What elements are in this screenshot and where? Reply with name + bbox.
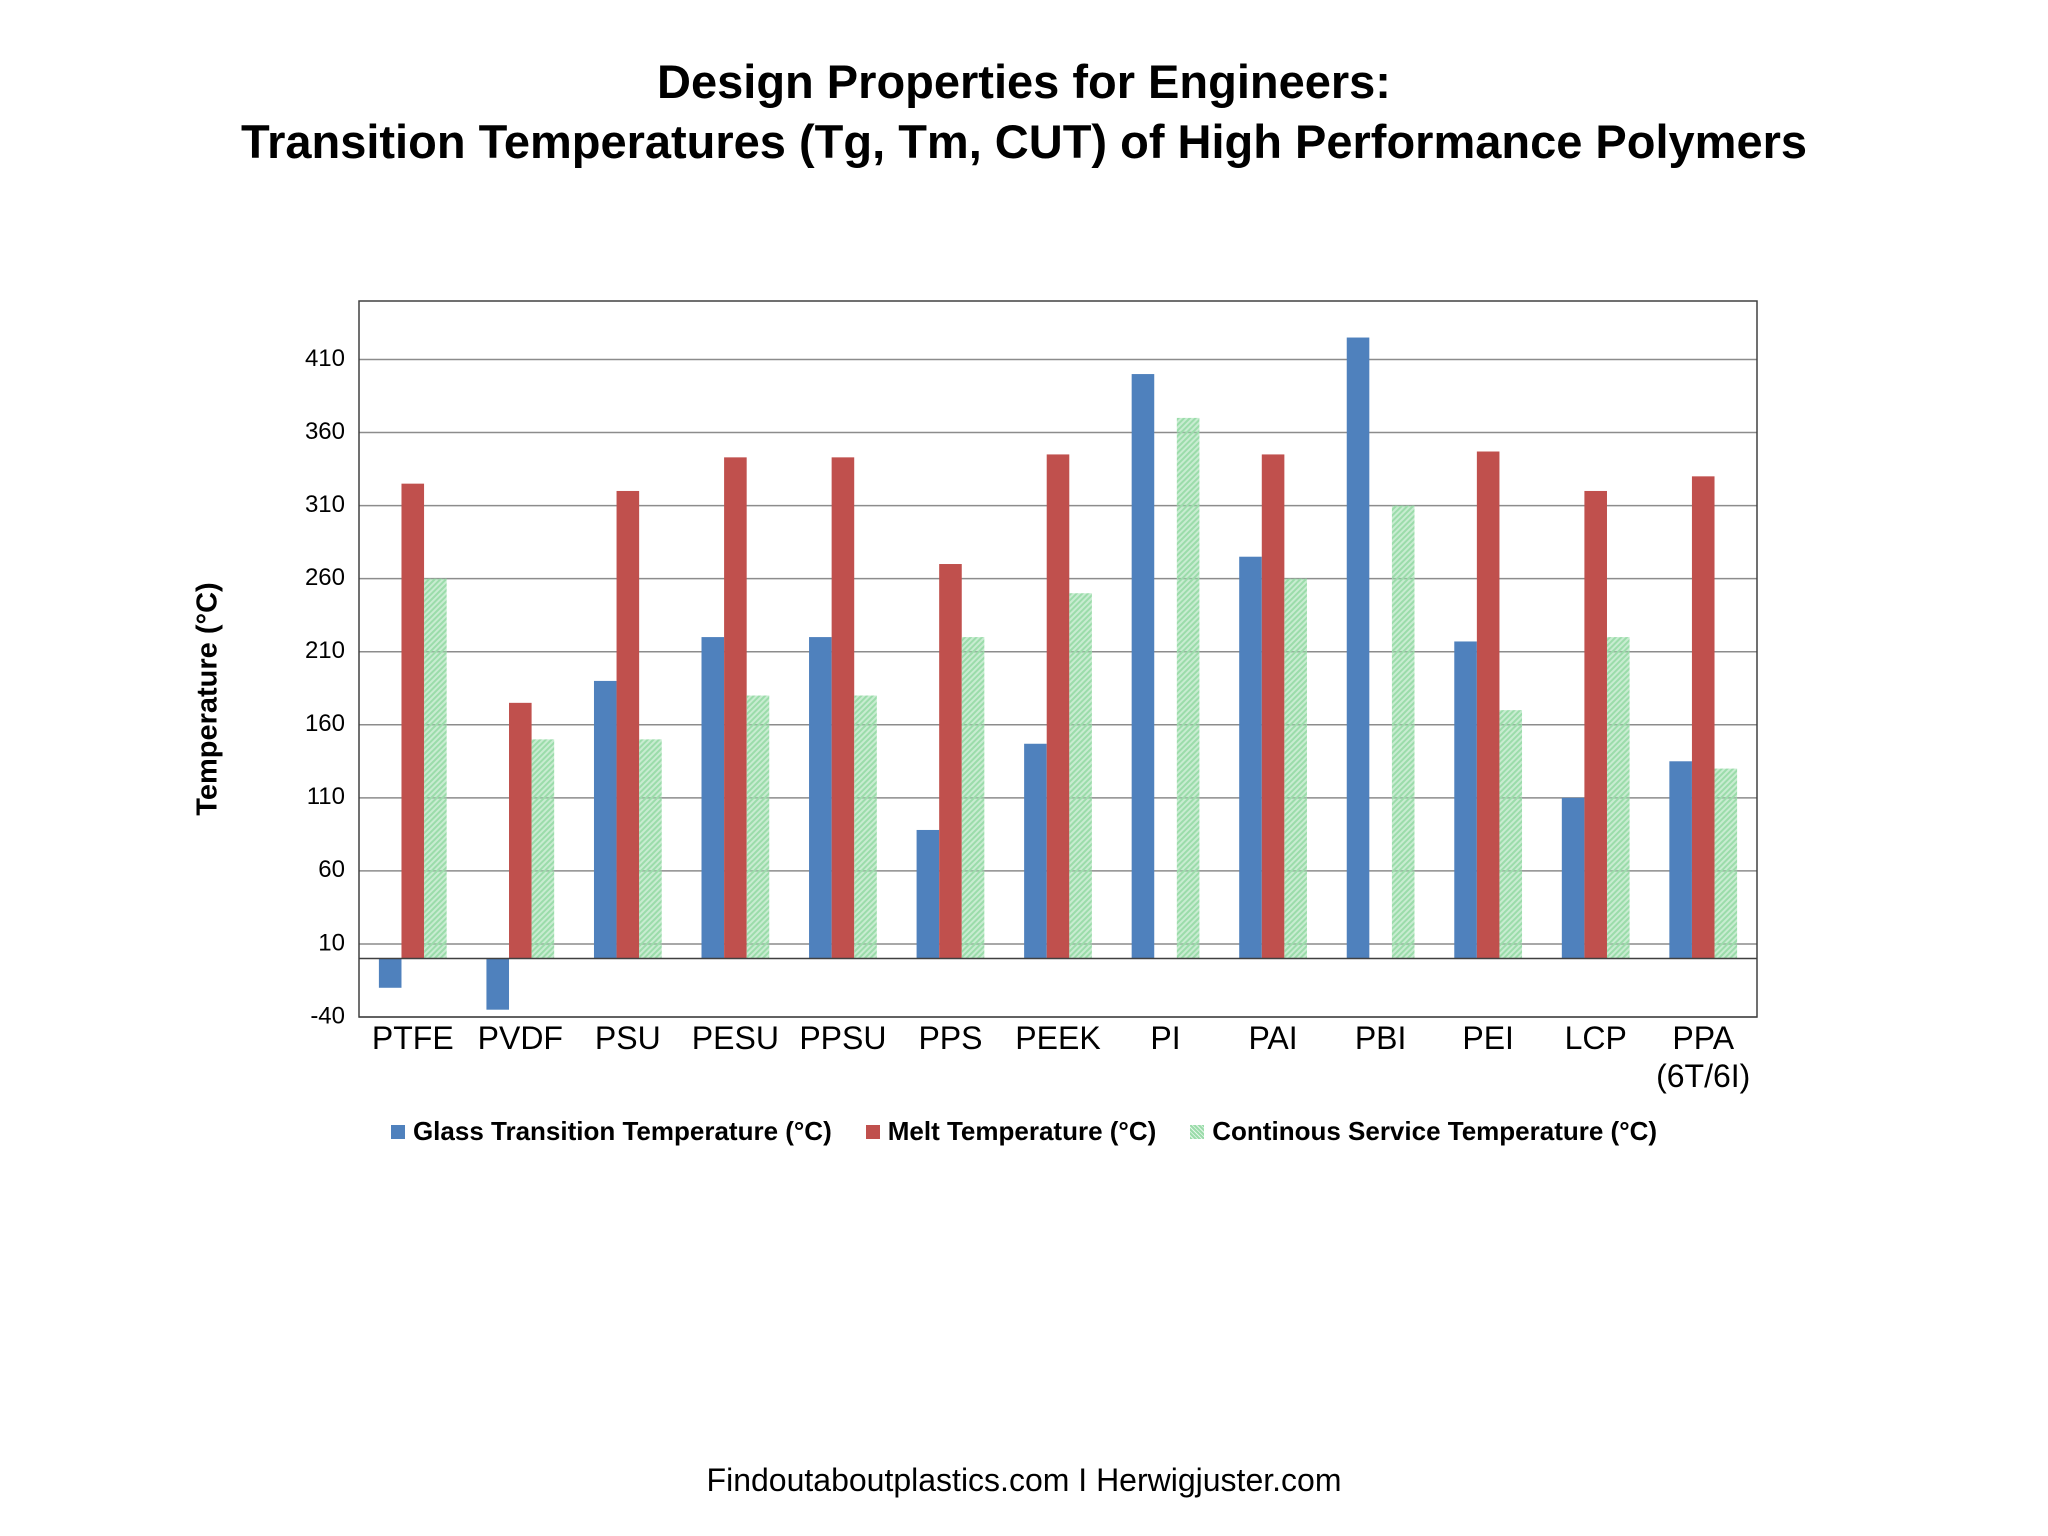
bar	[1069, 593, 1092, 959]
bar	[486, 958, 510, 1010]
x-tick-label: PAI	[1248, 1020, 1298, 1056]
x-tick-label: PEI	[1462, 1020, 1514, 1056]
bar	[1346, 337, 1370, 959]
bar	[593, 680, 617, 959]
y-tick-label: 60	[318, 856, 345, 883]
bar	[1691, 476, 1715, 959]
y-tick-label: 310	[305, 491, 345, 518]
bar	[724, 457, 747, 959]
bar	[961, 637, 985, 959]
bar	[509, 702, 532, 959]
bar	[1046, 454, 1070, 959]
bar	[809, 637, 832, 959]
y-tick-label: 210	[305, 637, 345, 664]
bar	[1584, 490, 1607, 959]
y-tick-label: 260	[305, 564, 345, 591]
chart-subtitle: Transition Temperatures (Tg, Tm, CUT) of…	[240, 115, 1808, 168]
bar	[1499, 710, 1523, 959]
legend-item: Continous Service Temperature (°C)	[1190, 1116, 1657, 1147]
legend-swatch	[390, 1124, 405, 1139]
bar	[639, 739, 662, 959]
chart-title: Design Properties for Engineers:	[657, 55, 1391, 108]
footer: Findoutaboutplastics.com I Herwigjuster.…	[706, 1462, 1342, 1498]
legend-label: Glass Transition Temperature (°C)	[412, 1116, 832, 1146]
x-tick-label: LCP	[1564, 1020, 1627, 1056]
bar	[1669, 761, 1692, 959]
legend: Glass Transition Temperature (°C) Melt Te…	[0, 1116, 2048, 1147]
x-tick-label: PVDF	[477, 1020, 563, 1056]
bar	[378, 958, 402, 988]
bar	[1476, 451, 1500, 959]
y-tick-label: 360	[305, 418, 345, 445]
bar	[1454, 641, 1477, 959]
x-tick-label: PEEK	[1015, 1020, 1101, 1056]
bar	[1561, 797, 1585, 959]
bar	[1024, 743, 1047, 959]
x-tick-label: PPS	[918, 1020, 983, 1056]
x-tick-label: PPSU	[799, 1020, 887, 1056]
x-tick-label: PTFE	[371, 1020, 454, 1056]
bar	[1714, 768, 1738, 959]
bar	[916, 829, 940, 959]
bar	[1284, 578, 1307, 959]
bar	[424, 578, 447, 959]
bar	[1239, 556, 1262, 959]
bar	[531, 739, 555, 959]
y-tick-label: -40	[310, 1002, 345, 1029]
plot-border	[358, 300, 1758, 1018]
y-tick-label: 10	[318, 929, 345, 956]
bar	[939, 564, 962, 959]
x-tick-label: PI	[1150, 1020, 1181, 1056]
bar	[1131, 374, 1155, 959]
y-tick-label: 160	[305, 710, 345, 737]
bar	[401, 483, 425, 959]
legend-swatch	[865, 1124, 880, 1139]
x-tick-label: PSU	[594, 1020, 661, 1056]
bar	[854, 695, 877, 959]
legend-item: Glass Transition Temperature (°C)	[390, 1116, 832, 1147]
legend-item: Melt Temperature (°C)	[865, 1116, 1157, 1147]
x-tick-label: PPA (6T/6I)	[1656, 1020, 1751, 1094]
bar	[831, 457, 855, 959]
legend-label: Melt Temperature (°C)	[887, 1116, 1157, 1146]
x-tick-label: PBI	[1354, 1020, 1407, 1056]
y-tick-label: 410	[305, 345, 345, 372]
bar	[1176, 417, 1200, 959]
bar	[1606, 637, 1630, 959]
legend-label: Continous Service Temperature (°C)	[1212, 1116, 1658, 1146]
bar	[701, 637, 725, 959]
legend-swatch	[1190, 1124, 1205, 1139]
y-axis-label: Temperature (°C)	[192, 582, 224, 815]
y-tick-label: 110	[307, 783, 345, 810]
bar	[1261, 454, 1285, 959]
x-tick-label: PESU	[691, 1020, 779, 1056]
bar	[746, 695, 770, 959]
bar	[616, 490, 640, 959]
bar	[1391, 505, 1415, 959]
